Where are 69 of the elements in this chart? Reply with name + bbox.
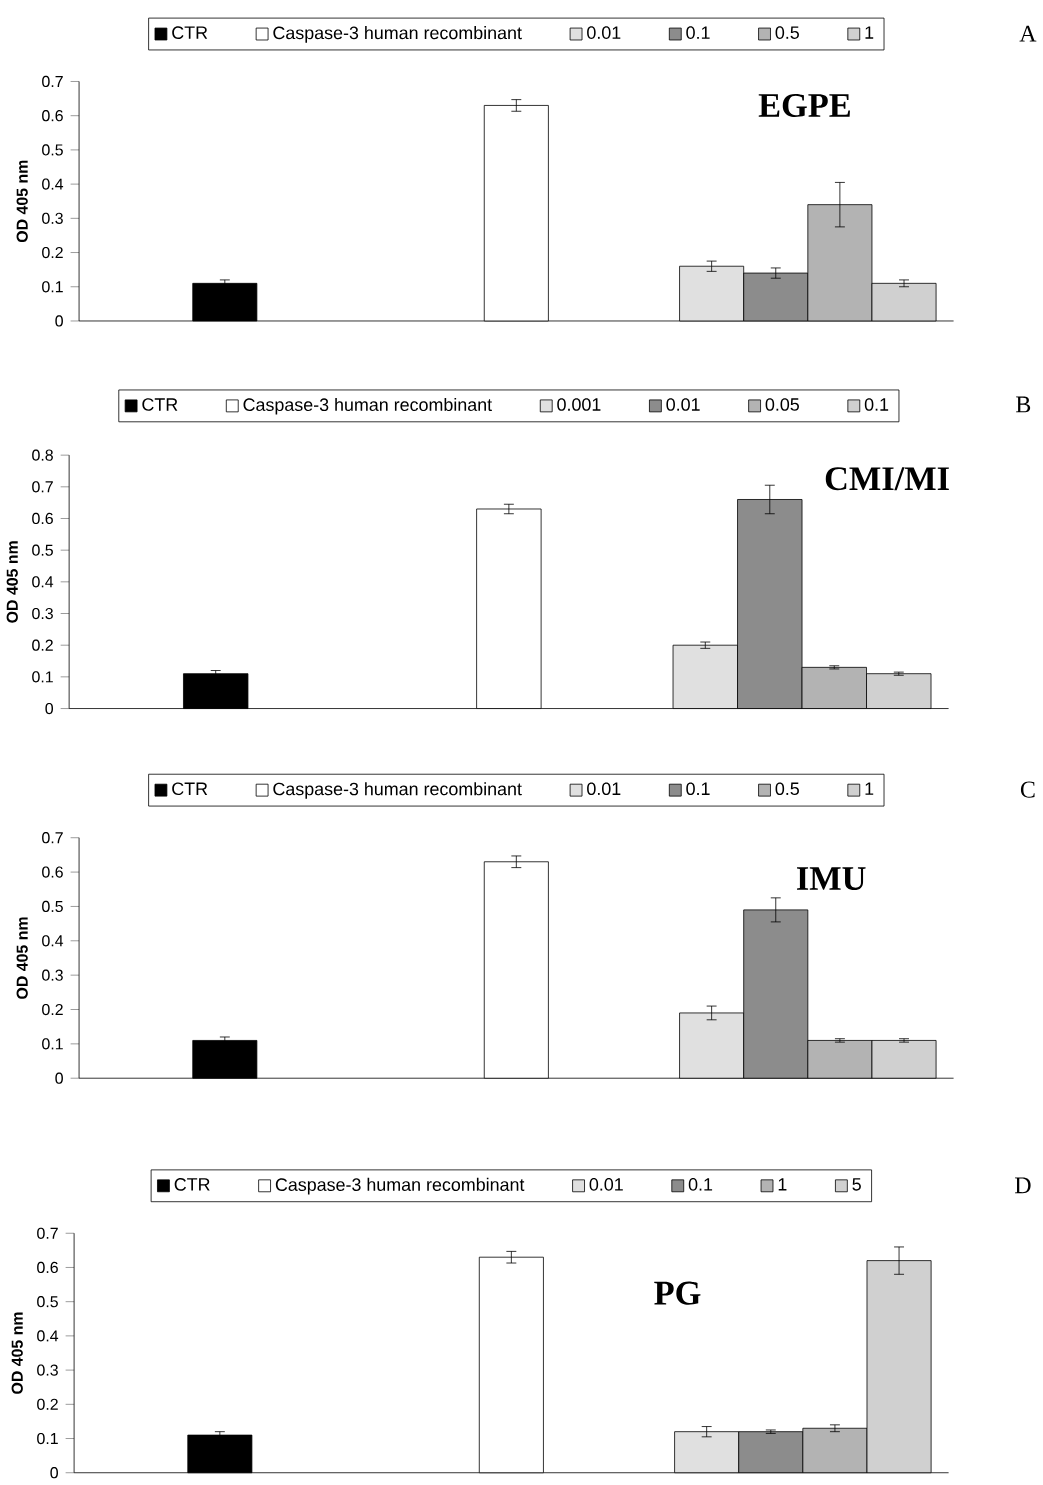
y-tick-label: 0.5 [42,144,63,156]
y-tick-label: 0 [55,315,63,327]
y-tick-label: 0.5 [32,544,53,556]
legend-label: 0.5 [775,782,799,796]
legend-label: 0.001 [557,398,601,411]
legend-label: 0.01 [589,1178,623,1191]
y-tick-label: 0.5 [42,900,63,913]
legend-label: 0.01 [587,26,621,39]
y-tick-label: 0.4 [42,178,64,190]
y-tick-label: 0.7 [42,832,63,844]
chart-title: CMI/MI [825,467,949,491]
text: A [1019,25,1037,42]
y-axis-title: OD 405 nm [11,1312,23,1394]
legend-label: 0.1 [864,398,889,411]
y-tick-label: 0 [50,1467,58,1479]
legend-label: 1 [865,26,874,39]
y-tick-label: 0.1 [32,671,53,683]
legend-label: Caspase-3 human recombinant [275,1177,525,1195]
text: B [1016,396,1031,413]
y-tick-label: 0.6 [42,866,63,878]
y-tick-label: 0.8 [32,449,53,461]
y-tick-label: 0.6 [32,512,53,525]
y-tick-label: 0.2 [42,246,63,259]
legend-label: 0.1 [688,1178,713,1191]
y-tick-label: 0.4 [37,1330,59,1342]
y-axis-title: OD 405 nm [16,917,28,999]
y-tick-label: 0.1 [37,1432,58,1445]
chart-title: EGPE [758,93,850,118]
legend-label: 0.05 [765,398,799,411]
text: PG [654,1281,701,1305]
y-tick-label: 0.7 [32,481,53,493]
text: C [1020,781,1035,798]
legend-label: CTR [174,1178,210,1191]
legend-label: 1 [865,782,874,795]
y-tick-label: 0.3 [32,607,53,620]
y-tick-label: 0.2 [32,639,53,651]
y-tick-label: 0.7 [42,75,63,88]
y-tick-label: 0 [45,702,53,715]
y-tick-label: 0.4 [42,935,64,947]
legend-label: CTR [142,398,178,411]
legend-label: 0.5 [775,26,799,39]
y-tick-label: 0.6 [37,1261,58,1274]
legend-label: 1 [778,1178,787,1191]
legend-label: 0.1 [686,782,710,796]
y-tick-label: 0.6 [42,110,63,122]
y-tick-label: 0.7 [37,1227,58,1239]
y-tick-label: 0.3 [37,1364,58,1376]
y-tick-label: 0.3 [42,212,63,224]
legend-label: 0.01 [587,782,621,796]
y-tick-label: 0 [55,1072,63,1084]
y-axis-title: OD 405 nm [6,541,18,623]
y-tick-label: 0.4 [32,576,54,588]
legend-label: CTR [172,782,208,796]
legend-label: 5 [852,1178,861,1191]
legend-label: Caspase-3 human recombinant [273,26,522,43]
text: D [1014,1177,1031,1194]
legend-label: CTR [172,26,208,39]
y-tick-label: 0.2 [42,1003,63,1016]
text: IMU [796,867,866,891]
legend-label: 0.1 [686,26,710,39]
legend-label: 0.01 [666,398,700,411]
y-tick-label: 0.5 [37,1296,58,1308]
y-tick-label: 0.1 [42,1038,63,1050]
y-axis-title: OD 405 nm [16,160,28,243]
y-tick-label: 0.1 [42,281,63,293]
legend-label: Caspase-3 human recombinant [243,397,492,415]
legend-label: Caspase-3 human recombinant [273,782,522,799]
y-tick-label: 0.2 [37,1398,58,1410]
y-tick-label: 0.3 [42,969,63,981]
